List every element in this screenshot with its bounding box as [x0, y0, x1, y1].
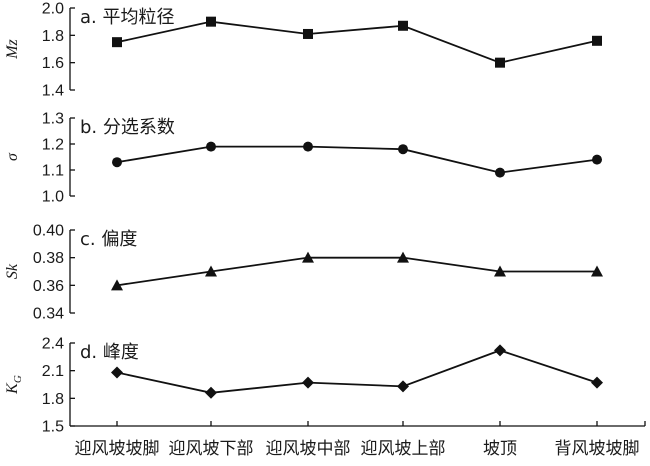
y-tick-label: 2.1	[42, 363, 64, 380]
data-point-square	[495, 57, 505, 68]
data-point-circle	[303, 141, 313, 152]
panel-d: 1.51.82.12.4KGd. 峰度迎风坡坡脚 迎风坡下部 迎风坡中部 迎风坡上部坡…	[4, 336, 646, 459]
data-point-triangle	[494, 265, 506, 277]
x-category-label: 背风坡坡脚	[555, 439, 640, 459]
y-tick-label: 1.3	[42, 111, 64, 128]
data-point-square	[112, 37, 122, 48]
data-point-triangle	[397, 251, 409, 263]
y-tick-label: 1.2	[42, 137, 64, 154]
y-axis-label-main: σ	[4, 152, 21, 161]
panel-title: d. 峰度	[80, 342, 139, 363]
y-tick-label: 1.6	[42, 55, 64, 72]
series-line	[116, 349, 598, 394]
data-point-square	[303, 28, 313, 39]
data-point-circle	[592, 154, 602, 165]
data-point-diamond	[591, 376, 603, 389]
x-category-label: 迎风坡坡脚	[75, 439, 160, 459]
y-tick-label: 2.0	[42, 1, 64, 18]
y-axis-label-main: K	[4, 382, 21, 395]
y-axis-label-main: Sk	[4, 263, 21, 279]
panel-title: a. 平均粒径	[80, 7, 174, 28]
data-point-square	[206, 16, 216, 27]
data-point-triangle	[205, 265, 217, 277]
data-point-circle	[398, 144, 408, 155]
series-line	[116, 256, 597, 287]
data-point-triangle	[111, 279, 123, 291]
panel-title: c. 偏度	[80, 229, 137, 250]
y-tick-label: 0.34	[33, 306, 64, 323]
y-axis-label-sub: G	[12, 375, 24, 383]
data-point-diamond	[111, 366, 123, 379]
data-point-square	[398, 20, 408, 31]
panel-a: 1.4 1.6 1.8 2.0 Mz a. 平均粒径	[4, 1, 602, 100]
y-tick-label: 1.4	[42, 83, 64, 100]
y-tick-label: 0.38	[33, 250, 64, 267]
data-point-triangle	[302, 251, 314, 263]
y-tick-label: 0.40	[33, 223, 64, 240]
y-tick-label: 1.5	[42, 419, 64, 436]
data-point-circle	[112, 157, 122, 168]
data-point-circle	[206, 141, 216, 152]
y-axis-label-main: Mz	[4, 38, 21, 59]
y-tick-label: 1.0	[42, 189, 64, 206]
data-point-diamond	[397, 380, 409, 393]
data-point-diamond	[494, 344, 506, 357]
data-point-diamond	[302, 376, 314, 389]
panel-c: 0.34 0.36 0.38 0.40 Sk c. 偏度	[4, 223, 603, 323]
data-point-triangle	[591, 265, 603, 277]
series-line	[116, 20, 598, 64]
panel-b: 1.0 1.1 1.2 1.3 σ b. 分选系数	[4, 111, 602, 206]
panel-title: b. 分选系数	[80, 117, 175, 138]
y-axis-label: σ	[4, 152, 21, 161]
y-axis-label: Mz	[4, 38, 21, 59]
data-point-circle	[495, 167, 505, 178]
y-axis-label: Sk	[4, 263, 21, 279]
data-point-diamond	[205, 386, 217, 399]
y-tick-label: 2.4	[42, 336, 64, 353]
y-tick-label: 1.1	[42, 163, 64, 180]
data-point-square	[592, 35, 602, 46]
y-tick-label: 1.8	[42, 28, 64, 45]
x-category-label: 坡顶	[483, 439, 517, 459]
y-tick-label: 0.36	[33, 278, 64, 295]
x-category-label: 迎风坡下部	[169, 439, 254, 459]
y-tick-label: 1.8	[42, 391, 64, 408]
series-line	[116, 145, 598, 174]
x-category-label: 迎风坡上部	[361, 439, 446, 459]
y-axis-label: KG	[4, 375, 24, 395]
x-category-label: 迎风坡中部	[266, 439, 351, 459]
